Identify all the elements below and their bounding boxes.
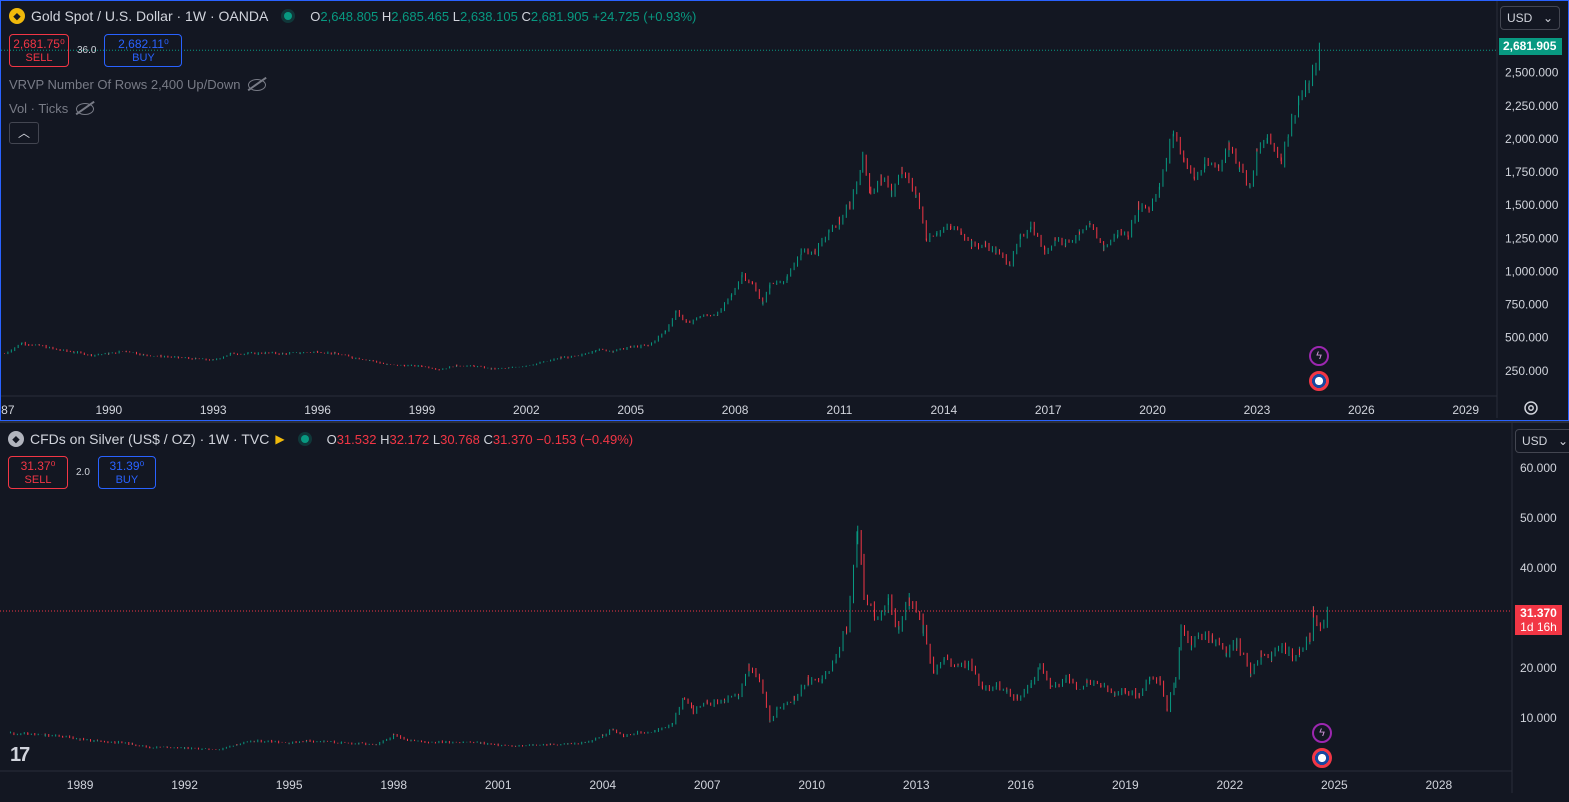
x-tick-label: 2004 [589, 778, 616, 792]
x-tick-label: 2029 [1452, 403, 1479, 417]
x-tick-label: 1990 [95, 403, 122, 417]
us-flag-event-icon[interactable] [1309, 371, 1329, 391]
y-tick-label: 750.000 [1505, 298, 1549, 312]
x-tick-label: 2010 [798, 778, 825, 792]
silver-symbol-title[interactable]: CFDs on Silver (US$ / OZ) · 1W · TVC [30, 431, 270, 447]
x-tick-label: 2002 [513, 403, 540, 417]
flag-marker-icon[interactable]: ▶ [275, 432, 285, 446]
x-tick-label: 1995 [276, 778, 303, 792]
y-tick-label: 500.000 [1505, 331, 1549, 345]
y-tick-label: 10.000 [1520, 711, 1557, 725]
gold-buy-button[interactable]: 2,682.11⁰ BUY [104, 34, 183, 67]
x-tick-label: 2023 [1244, 403, 1271, 417]
gold-symbol-title[interactable]: Gold Spot / U.S. Dollar · 1W · OANDA [31, 8, 269, 24]
silver-last-price-tag: 31.370 1d 16h [1515, 605, 1562, 635]
market-status-icon[interactable] [300, 435, 309, 443]
silver-countdown: 1d 16h [1520, 620, 1557, 634]
x-tick-label: 1993 [200, 403, 227, 417]
gear-icon[interactable] [1522, 399, 1540, 417]
candles [9, 525, 1328, 751]
volume-indicator[interactable]: Vol · Ticks [9, 101, 95, 116]
us-flag-event-icon[interactable] [1312, 748, 1332, 768]
x-tick-label: 2022 [1216, 778, 1243, 792]
x-tick-label: 2005 [617, 403, 644, 417]
eye-hidden-icon[interactable] [248, 78, 267, 91]
silver-trade-buttons: 31.37⁰ SELL 2.0 31.39⁰ BUY [8, 456, 156, 489]
x-tick-label: 2028 [1425, 778, 1452, 792]
chevron-down-icon: ⌄ [1542, 11, 1553, 25]
silver-buy-button[interactable]: 31.39⁰ BUY [97, 456, 156, 489]
x-tick-label: 1999 [409, 403, 436, 417]
x-tick-label: 2025 [1321, 778, 1348, 792]
candles [3, 42, 1320, 371]
y-tick-label: 250.000 [1505, 364, 1549, 378]
gold-currency-select[interactable]: USD ⌄ [1500, 6, 1560, 30]
vrvp-label: VRVP Number Of Rows 2,400 Up/Down [9, 77, 241, 92]
market-status-icon[interactable] [284, 12, 293, 20]
x-tick-label: 2007 [694, 778, 721, 792]
gold-trade-buttons: 2,681.75⁰ SELL 36.0 2,682.11⁰ BUY [9, 34, 183, 67]
gold-last-price-tag: 2,681.905 [1499, 38, 1562, 55]
y-tick-label: 1,750.000 [1505, 165, 1559, 179]
y-tick-label: 2,500.000 [1505, 66, 1559, 80]
x-tick-label: 2026 [1348, 403, 1375, 417]
silver-sell-button[interactable]: 31.37⁰ SELL [8, 456, 68, 489]
pane-separator[interactable] [0, 421, 1569, 423]
y-tick-label: 1,500.000 [1505, 198, 1559, 212]
y-tick-label: 2,250.000 [1505, 99, 1559, 113]
silver-currency-select[interactable]: USD ⌄ [1515, 429, 1569, 453]
currency-label: USD [1522, 434, 1548, 448]
gold-coin-icon: ◆ [9, 8, 25, 24]
gold-legend: ◆ Gold Spot / U.S. Dollar · 1W · OANDA O… [9, 8, 696, 24]
y-tick-label: 40.000 [1520, 561, 1557, 575]
gold-chart-canvas[interactable]: 250.000 500.000 750.000 1,000.000 1,250.000 1… [1, 1, 1569, 421]
y-tick-label: 60.000 [1520, 461, 1557, 475]
chevron-up-icon[interactable]: ︿ [9, 122, 39, 144]
silver-coin-icon: ◆ [8, 431, 24, 447]
silver-chart-pane[interactable]: 10.00020.00030.00040.00050.00060.0001989… [0, 423, 1569, 802]
silver-last-price: 31.370 [1520, 606, 1557, 620]
x-tick-label: 2017 [1035, 403, 1062, 417]
silver-ohlc: O31.532 H32.172 L30.768 C31.370 −0.153 (… [326, 431, 634, 447]
y-tick-label: 2,000.000 [1505, 132, 1559, 146]
lightning-event-icon[interactable]: ϟ [1312, 723, 1332, 743]
x-tick-label: 2011 [827, 403, 853, 417]
y-tick-label: 20.000 [1520, 661, 1557, 675]
x-tick-label: 2014 [930, 403, 957, 417]
x-tick-label: 1989 [67, 778, 94, 792]
x-tick-label: 1992 [171, 778, 198, 792]
gold-sell-button[interactable]: 2,681.75⁰ SELL [9, 34, 69, 67]
x-tick-label: 2001 [485, 778, 512, 792]
x-tick-label: 2008 [722, 403, 749, 417]
silver-spread: 2.0 [76, 467, 90, 478]
x-tick-label: 1998 [380, 778, 407, 792]
currency-label: USD [1507, 11, 1533, 25]
volume-label: Vol · Ticks [9, 101, 69, 116]
y-tick-label: 1,250.000 [1505, 231, 1559, 245]
chevron-down-icon: ⌄ [1557, 434, 1568, 448]
x-tick-label: 2013 [903, 778, 930, 792]
x-tick-label: 2019 [1112, 778, 1139, 792]
silver-legend: ◆ CFDs on Silver (US$ / OZ) · 1W · TVC ▶… [8, 431, 633, 447]
x-tick-label: 2020 [1139, 403, 1166, 417]
silver-chart-canvas[interactable]: 10.00020.00030.00040.00050.00060.0001989… [0, 423, 1569, 802]
gold-ohlc: O2,648.805 H2,685.465 L2,638.105 C2,681.… [310, 8, 697, 24]
y-tick-label: 1,000.000 [1505, 264, 1559, 278]
tradingview-logo[interactable]: 17 [10, 744, 30, 766]
lightning-event-icon[interactable]: ϟ [1309, 346, 1329, 366]
x-tick-label: 1996 [304, 403, 331, 417]
gold-spread: 36.0 [77, 45, 97, 56]
vrvp-indicator[interactable]: VRVP Number Of Rows 2,400 Up/Down [9, 77, 267, 92]
eye-hidden-icon[interactable] [76, 102, 95, 115]
y-tick-label: 50.000 [1520, 511, 1557, 525]
x-tick-label: 987 [1, 403, 15, 417]
gold-chart-pane[interactable]: 250.000 500.000 750.000 1,000.000 1,250.000 1… [0, 0, 1569, 421]
x-tick-label: 2016 [1007, 778, 1034, 792]
